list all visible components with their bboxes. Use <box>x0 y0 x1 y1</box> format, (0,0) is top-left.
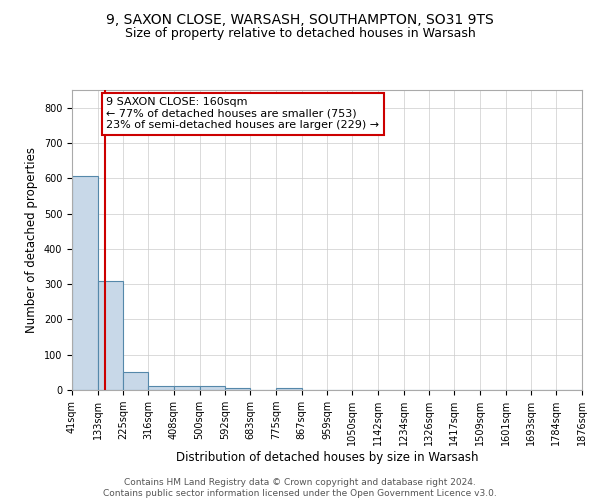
X-axis label: Distribution of detached houses by size in Warsash: Distribution of detached houses by size … <box>176 450 478 464</box>
Bar <box>276 388 302 390</box>
Text: Size of property relative to detached houses in Warsash: Size of property relative to detached ho… <box>125 28 475 40</box>
Bar <box>98 280 123 390</box>
Bar <box>148 386 174 390</box>
Bar <box>225 388 250 390</box>
Bar <box>72 176 98 390</box>
Bar <box>200 386 225 390</box>
Text: Contains HM Land Registry data © Crown copyright and database right 2024.
Contai: Contains HM Land Registry data © Crown c… <box>103 478 497 498</box>
Bar <box>174 386 200 390</box>
Text: 9 SAXON CLOSE: 160sqm
← 77% of detached houses are smaller (753)
23% of semi-det: 9 SAXON CLOSE: 160sqm ← 77% of detached … <box>106 97 380 130</box>
Bar <box>123 372 148 390</box>
Text: 9, SAXON CLOSE, WARSASH, SOUTHAMPTON, SO31 9TS: 9, SAXON CLOSE, WARSASH, SOUTHAMPTON, SO… <box>106 12 494 26</box>
Y-axis label: Number of detached properties: Number of detached properties <box>25 147 38 333</box>
